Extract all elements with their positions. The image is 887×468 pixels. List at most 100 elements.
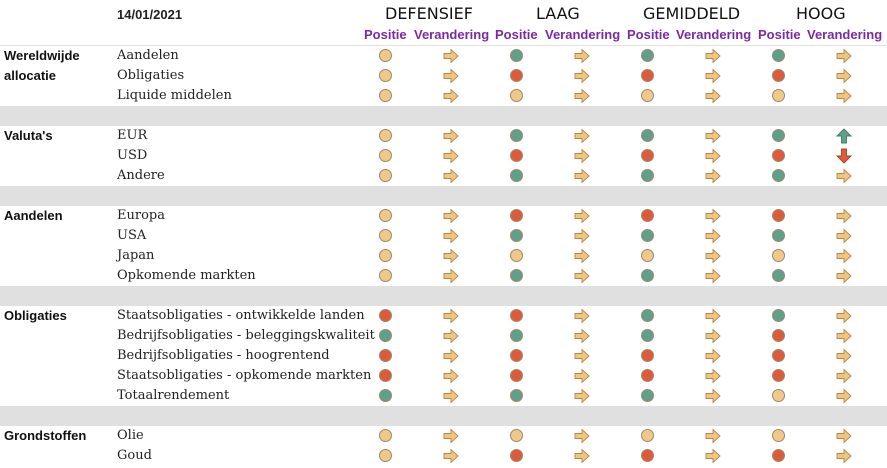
arrow-right-icon bbox=[443, 208, 459, 224]
arrow-right-icon bbox=[443, 248, 459, 264]
table-row: Japan bbox=[0, 246, 887, 266]
position-positive-indicator bbox=[510, 229, 523, 242]
position-neutral-indicator bbox=[641, 429, 654, 442]
arrow-right-icon bbox=[705, 48, 721, 64]
table-row: Aandelen bbox=[0, 46, 887, 66]
profile-hoog: HOOG bbox=[796, 4, 846, 23]
position-neutral-indicator bbox=[772, 249, 785, 262]
arrow-right-icon bbox=[705, 328, 721, 344]
section-separator bbox=[0, 106, 887, 126]
arrow-right-icon bbox=[836, 48, 852, 64]
arrow-right-icon bbox=[443, 308, 459, 324]
arrow-right-icon bbox=[705, 148, 721, 164]
position-negative-indicator bbox=[641, 369, 654, 382]
position-positive-indicator bbox=[641, 329, 654, 342]
arrow-right-icon bbox=[574, 228, 590, 244]
col-positie-4: Positie bbox=[758, 27, 801, 42]
table-row: Bedrijfsobligaties - hoogrentend bbox=[0, 346, 887, 366]
arrow-right-icon bbox=[443, 388, 459, 404]
position-positive-indicator bbox=[641, 169, 654, 182]
arrow-right-icon bbox=[836, 328, 852, 344]
arrow-right-icon bbox=[574, 148, 590, 164]
row-label: Europa bbox=[117, 208, 165, 223]
section-separator bbox=[0, 406, 887, 426]
position-negative-indicator bbox=[510, 69, 523, 82]
arrow-right-icon bbox=[443, 88, 459, 104]
report-date: 14/01/2021 bbox=[117, 7, 183, 22]
table-row: Andere bbox=[0, 166, 887, 186]
position-negative-indicator bbox=[772, 209, 785, 222]
arrow-right-icon bbox=[836, 228, 852, 244]
row-label: Obligaties bbox=[117, 68, 185, 83]
position-negative-indicator bbox=[772, 349, 785, 362]
arrow-right-icon bbox=[574, 388, 590, 404]
row-label: Liquide middelen bbox=[117, 88, 232, 103]
arrow-right-icon bbox=[574, 208, 590, 224]
col-positie-1: Positie bbox=[364, 27, 407, 42]
row-label: Staatsobligaties - opkomende markten bbox=[117, 368, 372, 383]
arrow-right-icon bbox=[443, 368, 459, 384]
position-neutral-indicator bbox=[379, 89, 392, 102]
col-verandering-4: Verandering bbox=[807, 27, 883, 42]
arrow-right-icon bbox=[574, 168, 590, 184]
position-negative-indicator bbox=[641, 149, 654, 162]
position-negative-indicator bbox=[510, 309, 523, 322]
section-separator bbox=[0, 45, 887, 46]
arrow-right-icon bbox=[443, 168, 459, 184]
position-positive-indicator bbox=[641, 309, 654, 322]
category-line: Valuta's bbox=[4, 128, 53, 143]
arrow-right-icon bbox=[705, 428, 721, 444]
arrow-right-icon bbox=[443, 228, 459, 244]
position-neutral-indicator bbox=[510, 89, 523, 102]
position-neutral-indicator bbox=[641, 249, 654, 262]
table-row: Staatsobligaties - opkomende markten bbox=[0, 366, 887, 386]
position-neutral-indicator bbox=[510, 249, 523, 262]
arrow-right-icon bbox=[836, 88, 852, 104]
arrow-right-icon bbox=[836, 168, 852, 184]
position-positive-indicator bbox=[641, 129, 654, 142]
position-negative-indicator bbox=[772, 69, 785, 82]
position-negative-indicator bbox=[379, 349, 392, 362]
section-separator bbox=[0, 186, 887, 206]
col-positie-3: Positie bbox=[627, 27, 670, 42]
section-category: Valuta's bbox=[4, 126, 53, 146]
position-positive-indicator bbox=[510, 169, 523, 182]
arrow-right-icon bbox=[443, 148, 459, 164]
arrow-right-icon bbox=[836, 68, 852, 84]
arrow-right-icon bbox=[574, 128, 590, 144]
position-negative-indicator bbox=[510, 209, 523, 222]
arrow-right-icon bbox=[574, 68, 590, 84]
arrow-right-icon bbox=[836, 308, 852, 324]
position-negative-indicator bbox=[510, 369, 523, 382]
col-verandering-2: Verandering bbox=[545, 27, 621, 42]
position-neutral-indicator bbox=[772, 89, 785, 102]
col-verandering-3: Verandering bbox=[676, 27, 752, 42]
profile-defensief: DEFENSIEF bbox=[385, 4, 473, 23]
arrow-right-icon bbox=[443, 268, 459, 284]
position-positive-indicator bbox=[510, 269, 523, 282]
arrow-right-icon bbox=[836, 248, 852, 264]
table-row: Opkomende markten bbox=[0, 266, 887, 286]
position-neutral-indicator bbox=[641, 89, 654, 102]
arrow-right-icon bbox=[574, 48, 590, 64]
position-positive-indicator bbox=[510, 389, 523, 402]
arrow-right-icon bbox=[836, 448, 852, 464]
position-neutral-indicator bbox=[379, 229, 392, 242]
profile-gemiddeld: GEMIDDELD bbox=[643, 4, 741, 23]
row-label: Andere bbox=[117, 168, 165, 183]
row-label: Aandelen bbox=[117, 48, 179, 63]
arrow-right-icon bbox=[443, 428, 459, 444]
position-positive-indicator bbox=[772, 269, 785, 282]
position-neutral-indicator bbox=[379, 449, 392, 462]
arrow-right-icon bbox=[836, 268, 852, 284]
table-row: Europa bbox=[0, 206, 887, 226]
arrow-right-icon bbox=[574, 88, 590, 104]
position-negative-indicator bbox=[641, 69, 654, 82]
position-positive-indicator bbox=[772, 49, 785, 62]
position-neutral-indicator bbox=[379, 209, 392, 222]
row-label: Bedrijfsobligaties - hoogrentend bbox=[117, 348, 330, 363]
row-label: Japan bbox=[117, 248, 155, 263]
category-line: Wereldwijde bbox=[4, 48, 80, 63]
position-negative-indicator bbox=[772, 369, 785, 382]
position-positive-indicator bbox=[379, 329, 392, 342]
